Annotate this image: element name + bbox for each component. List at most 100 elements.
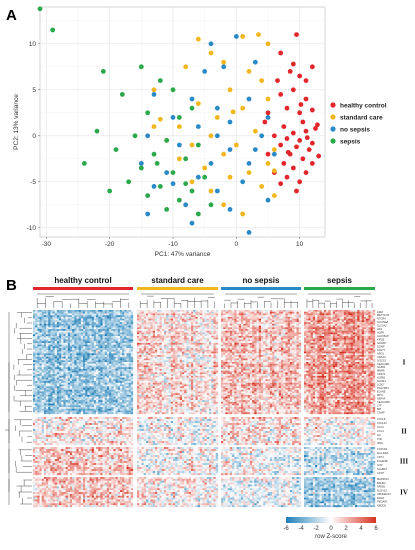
heatmap-cell — [191, 352, 193, 354]
heatmap-cell — [61, 395, 63, 397]
heatmap-cell — [196, 376, 198, 378]
heatmap-cell — [182, 315, 184, 317]
heatmap-cell — [111, 369, 113, 371]
heatmap-cell — [155, 336, 157, 338]
heatmap-cell — [191, 398, 193, 400]
heatmap-cell — [173, 386, 175, 388]
heatmap-cell — [92, 404, 94, 406]
heatmap-cell — [171, 360, 173, 362]
heatmap-cell — [142, 339, 144, 341]
group-color-bar — [304, 287, 375, 290]
heatmap-cell — [169, 333, 171, 335]
heatmap-cell — [107, 371, 109, 373]
heatmap-cell — [44, 376, 46, 378]
heatmap-cell — [139, 359, 141, 361]
heatmap-cell — [169, 378, 171, 380]
heatmap-cell — [59, 369, 61, 371]
heatmap-cell — [105, 343, 107, 345]
heatmap-cell — [50, 334, 52, 336]
heatmap-cell — [173, 381, 175, 383]
heatmap-cell — [37, 310, 39, 312]
heatmap-cell — [118, 345, 120, 347]
heatmap-cell — [94, 357, 96, 359]
heatmap-cell — [79, 355, 81, 357]
heatmap-cell — [109, 402, 111, 404]
heatmap-cell — [144, 355, 146, 357]
heatmap-cell — [189, 393, 191, 395]
heatmap-cell — [166, 398, 168, 400]
heatmap-cell — [96, 331, 98, 333]
heatmap-cell — [196, 391, 198, 393]
heatmap-cell — [131, 362, 133, 364]
heatmap-cell — [79, 336, 81, 338]
data-point-sepsis — [139, 64, 144, 69]
heatmap-cell — [120, 334, 122, 336]
heatmap-cell — [57, 369, 59, 371]
heatmap-cell — [33, 315, 35, 317]
heatmap-cell — [171, 336, 173, 338]
heatmap-cell — [146, 378, 148, 380]
heatmap-cell — [35, 390, 37, 392]
heatmap-cell — [48, 365, 50, 367]
heatmap-cell — [109, 407, 111, 409]
heatmap-cell — [182, 359, 184, 361]
heatmap-cell — [155, 322, 157, 324]
heatmap-cell — [126, 371, 128, 373]
heatmap-cell — [83, 339, 85, 341]
heatmap-cell — [118, 353, 120, 355]
heatmap-cell — [139, 391, 141, 393]
heatmap-cell — [48, 374, 50, 376]
heatmap-cell — [59, 374, 61, 376]
heatmap-cell — [48, 360, 50, 362]
heatmap-cell — [35, 409, 37, 411]
heatmap-cell — [200, 346, 202, 348]
heatmap-cell — [70, 402, 72, 404]
heatmap-cell — [59, 341, 61, 343]
heatmap-cell — [202, 353, 204, 355]
heatmap-cell — [146, 400, 148, 402]
heatmap-cell — [202, 315, 204, 317]
heatmap-cell — [120, 367, 122, 369]
heatmap-cell — [178, 310, 180, 312]
heatmap-cell — [113, 411, 115, 413]
heatmap-cell — [157, 319, 159, 321]
heatmap-cell — [205, 385, 207, 387]
heatmap-cell — [55, 324, 57, 326]
heatmap-cell — [193, 334, 195, 336]
heatmap-cell — [68, 371, 70, 373]
heatmap-cell — [124, 391, 126, 393]
heatmap-cell — [175, 359, 177, 361]
heatmap-cell — [59, 336, 61, 338]
heatmap-cell — [164, 388, 166, 390]
heatmap-cell — [53, 317, 55, 319]
heatmap-cell — [83, 369, 85, 371]
heatmap-cell — [146, 353, 148, 355]
heatmap-cell — [94, 393, 96, 395]
heatmap-cell — [79, 320, 81, 322]
heatmap-cell — [105, 322, 107, 324]
y-tick-label: 10 — [29, 41, 37, 48]
heatmap-cell — [107, 350, 109, 352]
heatmap-cell — [126, 381, 128, 383]
heatmap-cell — [68, 348, 70, 350]
heatmap-cell — [105, 379, 107, 381]
heatmap-cell — [85, 329, 87, 331]
heatmap-cell — [151, 339, 153, 341]
data-point-healthy-control — [278, 181, 283, 186]
heatmap-cell — [92, 369, 94, 371]
heatmap-cell — [111, 405, 113, 407]
heatmap-cell — [55, 331, 57, 333]
heatmap-cell — [184, 341, 186, 343]
heatmap-cell — [87, 376, 89, 378]
heatmap-cell — [100, 357, 102, 359]
heatmap-cell — [76, 371, 78, 373]
heatmap-cell — [131, 317, 133, 319]
heatmap-cell — [81, 310, 83, 312]
heatmap-cell — [61, 367, 63, 369]
data-point-standard-care — [240, 212, 245, 217]
heatmap-cell — [146, 329, 148, 331]
heatmap-cell — [48, 353, 50, 355]
heatmap-cell — [171, 372, 173, 374]
heatmap-cell — [118, 336, 120, 338]
heatmap-cell — [94, 411, 96, 413]
